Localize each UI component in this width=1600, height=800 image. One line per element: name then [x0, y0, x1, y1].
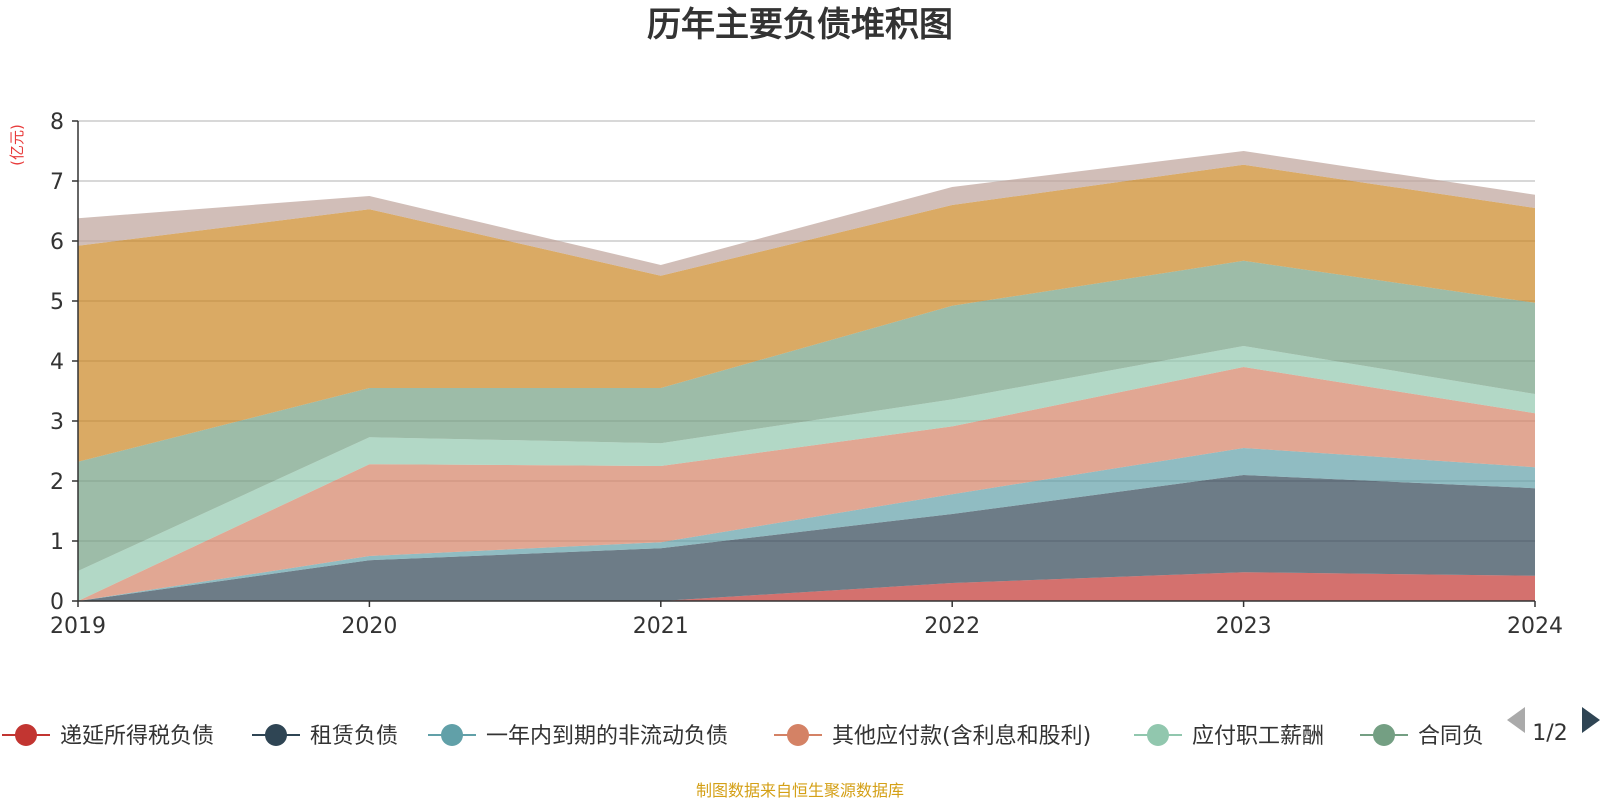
x-tick-label: 2023 — [1216, 614, 1272, 639]
legend: 递延所得税负债 租赁负债 一年内到期的非流动负债 其他应付款(含利息和股利) 应付职工薪… — [2, 724, 1484, 749]
y-tick-label: 3 — [50, 410, 64, 435]
y-tick-label: 7 — [50, 170, 64, 195]
area-series-6 — [78, 260, 1535, 571]
area-series-7 — [78, 164, 1535, 462]
legend-items: 递延所得税负债 租赁负债 一年内到期的非流动负债 其他应付款(含利息和股利) 应付职工薪… — [2, 724, 1484, 749]
legend-label: 递延所得税负债 — [60, 724, 214, 749]
legend-item[interactable]: 其他应付款(含利息和股利) — [774, 724, 1091, 749]
legend-next-icon[interactable] — [1582, 707, 1600, 733]
chart-title: 历年主要负债堆积图 — [647, 5, 953, 45]
y-tick-label: 8 — [50, 110, 64, 135]
legend-label: 租赁负债 — [310, 724, 398, 749]
legend-label: 应付职工薪酬 — [1192, 724, 1324, 749]
legend-marker-icon — [15, 724, 37, 746]
legend-item[interactable]: 应付职工薪酬 — [1134, 724, 1324, 749]
legend-page-indicator: 1/2 — [1532, 721, 1567, 746]
area-series-2 — [78, 475, 1535, 601]
legend-item[interactable]: 递延所得税负债 — [2, 724, 214, 749]
area-series-layer — [78, 151, 1535, 601]
data-source-note: 制图数据来自恒生聚源数据库 — [696, 781, 904, 800]
y-tick-label: 6 — [50, 230, 64, 255]
y-tick-label: 5 — [50, 290, 64, 315]
area-series-1 — [78, 572, 1535, 601]
axes: 0 1 2 3 4 5 6 7 8 2019 2020 2021 2022 2023 2024 — [50, 110, 1563, 639]
legend-item[interactable]: 租赁负债 — [252, 724, 398, 749]
legend-label: 其他应付款(含利息和股利) — [832, 724, 1091, 749]
legend-item[interactable]: 合同负 — [1360, 724, 1484, 749]
legend-pager: 1/2 — [1507, 707, 1600, 746]
x-tick-label: 2020 — [341, 614, 397, 639]
y-axis-label: (亿元) — [8, 124, 26, 166]
y-tick-label: 4 — [50, 350, 64, 375]
legend-marker-icon — [787, 724, 809, 746]
x-tick-label: 2022 — [924, 614, 980, 639]
legend-marker-icon — [1373, 724, 1395, 746]
legend-label: 一年内到期的非流动负债 — [486, 724, 728, 749]
legend-prev-icon[interactable] — [1507, 707, 1525, 733]
legend-item[interactable]: 一年内到期的非流动负债 — [428, 724, 728, 749]
legend-marker-icon — [1147, 724, 1169, 746]
y-tick-label: 1 — [50, 530, 64, 555]
legend-label: 合同负 — [1418, 724, 1484, 749]
x-tick-label: 2019 — [50, 614, 106, 639]
area-series-4 — [78, 367, 1535, 601]
legend-marker-icon — [441, 724, 463, 746]
x-tick-label: 2024 — [1507, 614, 1563, 639]
x-tick-label: 2021 — [633, 614, 689, 639]
area-series-3 — [78, 448, 1535, 601]
area-series-5 — [78, 346, 1535, 601]
y-tick-label: 2 — [50, 470, 64, 495]
legend-marker-icon — [265, 724, 287, 746]
y-tick-label: 0 — [50, 590, 64, 615]
